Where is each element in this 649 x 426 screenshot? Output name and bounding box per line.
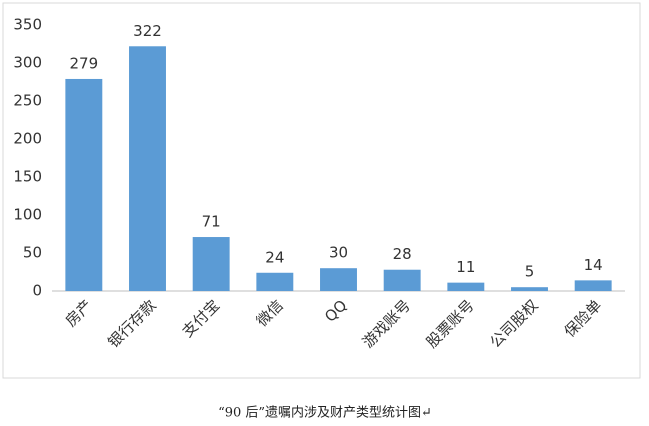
x-tick-label: 支付宝 xyxy=(179,296,224,341)
data-label: 322 xyxy=(133,22,162,40)
x-tick-label: 微信 xyxy=(253,296,287,330)
bar xyxy=(129,46,166,291)
data-label: 30 xyxy=(329,244,348,262)
bar xyxy=(574,280,612,291)
data-label: 71 xyxy=(202,213,221,231)
y-tick-label: 50 xyxy=(23,244,42,262)
data-label: 279 xyxy=(70,54,99,72)
y-tick-label: 300 xyxy=(13,54,42,72)
data-label: 28 xyxy=(393,245,412,263)
x-tick-label: 保险单 xyxy=(561,296,606,341)
y-tick-label: 150 xyxy=(13,168,42,186)
y-tick-label: 350 xyxy=(13,16,42,34)
x-tick-label: 游戏账号 xyxy=(359,296,414,351)
data-label: 24 xyxy=(265,248,284,266)
bar xyxy=(511,287,548,291)
y-tick-label: 250 xyxy=(13,92,42,110)
x-tick-label: 股票账号 xyxy=(423,296,478,351)
chart-frame xyxy=(2,2,641,379)
data-label: 14 xyxy=(584,256,603,274)
data-label: 5 xyxy=(525,263,535,281)
x-tick-label: 公司股权 xyxy=(486,296,541,351)
bar xyxy=(383,269,421,291)
bar xyxy=(320,268,357,291)
bar xyxy=(447,282,485,291)
bar xyxy=(192,237,230,291)
x-tick-label: QQ xyxy=(321,296,350,325)
x-tick-label: 银行存款 xyxy=(104,296,159,351)
y-tick-label: 100 xyxy=(13,206,42,224)
bar xyxy=(256,272,294,291)
bar xyxy=(65,78,103,292)
x-tick-label: 房产 xyxy=(62,296,96,330)
y-tick-label: 200 xyxy=(13,130,42,148)
data-label: 11 xyxy=(456,258,475,276)
chart-caption: “90 后”遗嘱内涉及财产类型统计图↵ xyxy=(218,405,432,421)
y-tick-label: 0 xyxy=(32,282,42,300)
